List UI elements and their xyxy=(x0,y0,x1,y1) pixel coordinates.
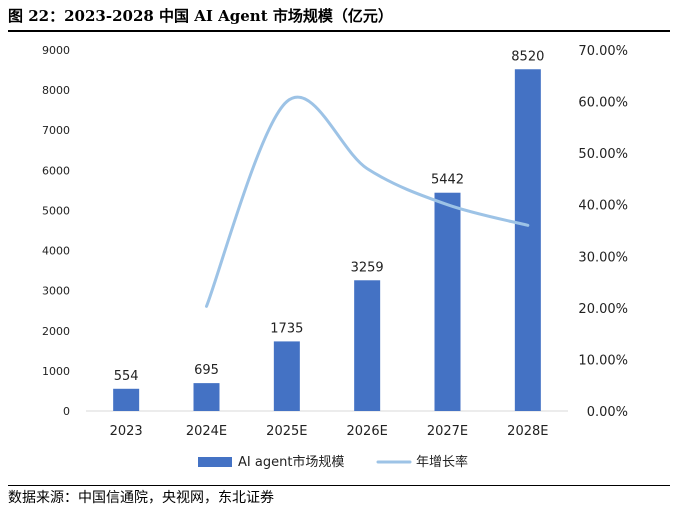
growth-rate-line xyxy=(205,95,530,308)
bar xyxy=(193,383,220,411)
x-tick-label: 2024E xyxy=(186,424,227,439)
y2-tick-label: 50.00% xyxy=(578,147,628,162)
x-tick-label: 2027E xyxy=(427,424,468,439)
y-tick-label: 9000 xyxy=(42,44,70,57)
figure-title: 图 22：2023-2028 中国 AI Agent 市场规模（亿元） xyxy=(8,7,393,25)
y2-tick-label: 60.00% xyxy=(578,96,628,111)
y-tick-label: 7000 xyxy=(42,124,70,137)
bar-value-label: 554 xyxy=(114,369,139,384)
bar xyxy=(354,280,381,411)
y-tick-label: 1000 xyxy=(42,365,70,378)
x-tick-label: 2025E xyxy=(266,424,307,439)
bar xyxy=(434,192,461,411)
y-tick-label: 5000 xyxy=(42,204,70,217)
y2-tick-label: 10.00% xyxy=(578,353,628,368)
bar-value-label: 1735 xyxy=(270,321,303,336)
y-tick-label: 6000 xyxy=(42,164,70,177)
x-tick-label: 2026E xyxy=(347,424,388,439)
bar xyxy=(273,341,300,411)
y2-tick-label: 0.00% xyxy=(587,405,628,420)
bar xyxy=(113,388,140,411)
y-tick-label: 0 xyxy=(63,405,70,418)
y-tick-label: 2000 xyxy=(42,325,70,338)
y2-tick-label: 30.00% xyxy=(578,250,628,265)
y-tick-label: 3000 xyxy=(42,285,70,298)
source-divider xyxy=(8,485,670,486)
legend-line-label: 年增长率 xyxy=(416,454,468,470)
source-note: 数据来源：中国信通院，央视网，东北证券 xyxy=(8,490,274,506)
legend-bar-swatch xyxy=(198,457,232,467)
y2-tick-label: 70.00% xyxy=(578,44,628,59)
bar-value-label: 8520 xyxy=(511,49,544,64)
title-divider xyxy=(8,30,670,32)
x-tick-label: 2023 xyxy=(110,424,143,439)
y-tick-label: 4000 xyxy=(42,245,70,258)
y2-tick-label: 40.00% xyxy=(578,199,628,214)
bar-value-label: 3259 xyxy=(351,260,384,275)
x-tick-label: 2028E xyxy=(507,424,548,439)
bar xyxy=(514,69,541,412)
bar-value-label: 5442 xyxy=(431,173,464,188)
y2-tick-label: 20.00% xyxy=(578,302,628,317)
legend-bar-label: AI agent市场规模 xyxy=(238,454,344,470)
bar-value-label: 695 xyxy=(194,363,219,378)
y-tick-label: 8000 xyxy=(42,84,70,97)
market-size-chart: 0 1000 2000 3000 4000 5000 6000 7000 8000 9000 0.0… xyxy=(42,44,628,470)
